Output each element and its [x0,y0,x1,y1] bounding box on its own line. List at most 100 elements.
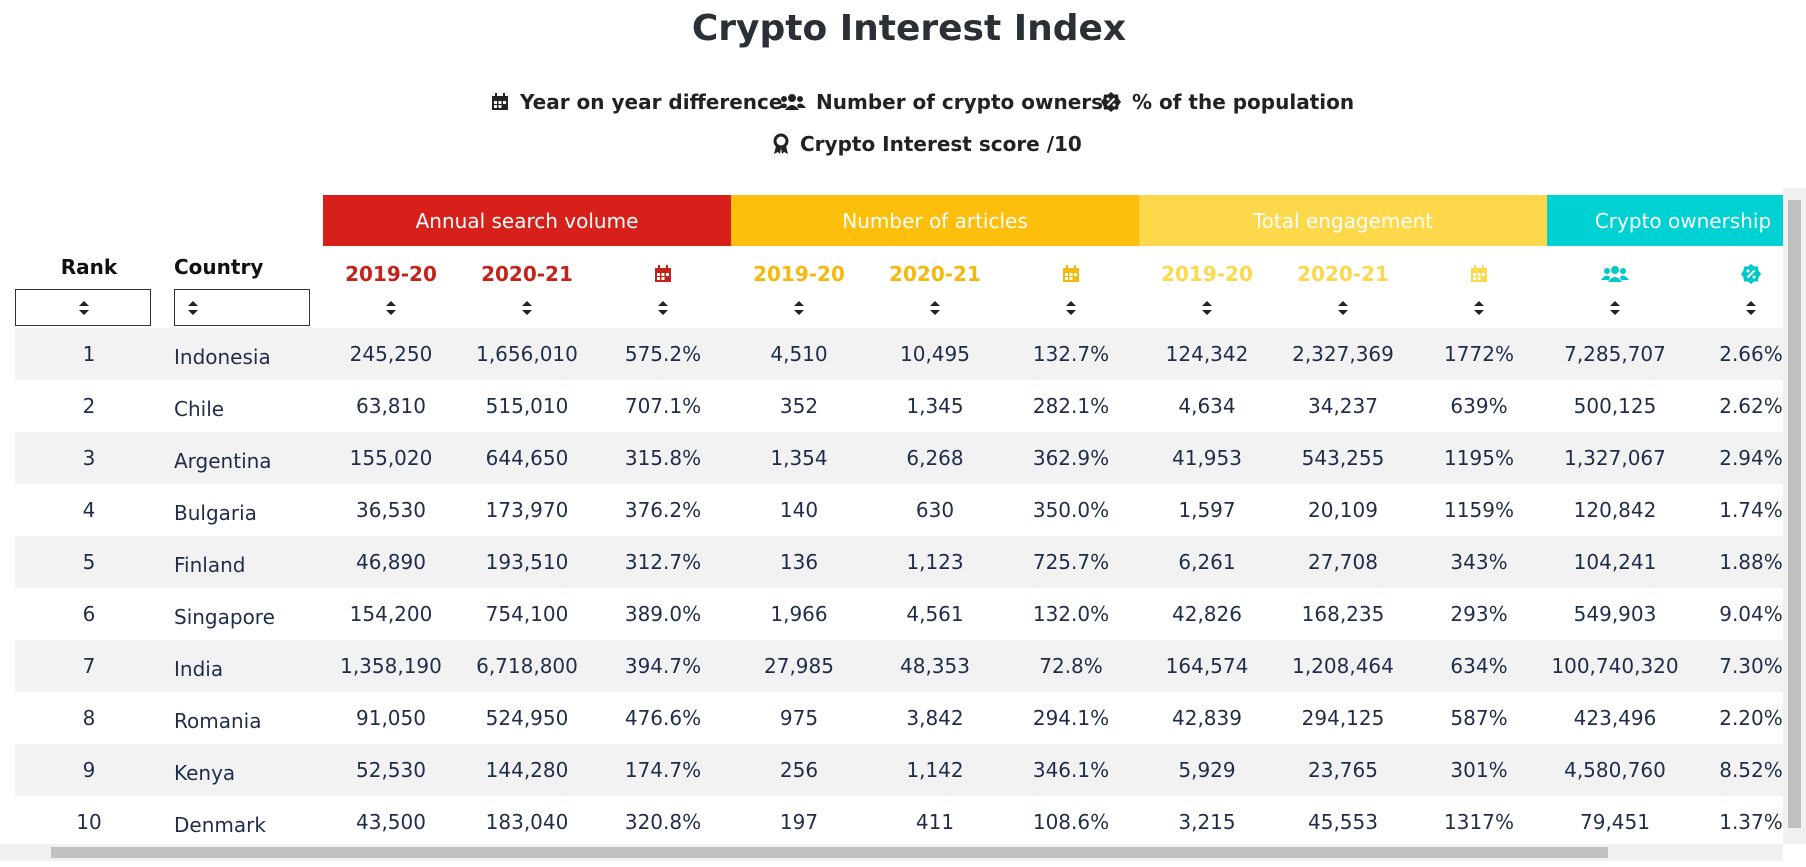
percent-icon [1741,264,1761,284]
value-cell: 634% [1450,654,1508,678]
sub-header-icon [595,259,731,289]
value-cell: 256 [779,758,819,782]
value-cell: 9.04% [1719,602,1783,626]
value-cell: 1,327,067 [1564,446,1666,470]
sub-header: 2020-21 [889,262,981,286]
legend-item: % of the population [1100,90,1354,114]
sort-button[interactable] [459,298,595,318]
value-cell: 293% [1450,602,1508,626]
sort-arrows[interactable] [929,300,941,316]
percent-icon [1101,92,1121,112]
sort-button[interactable] [1139,298,1275,318]
value-cell: 294,125 [1301,706,1385,730]
value-cell: 575.2% [624,342,702,366]
rank-cell: 8 [82,706,96,730]
value-cell: 500,125 [1573,394,1657,418]
row-stripe [15,640,1783,692]
value-cell: 312.7% [624,550,702,574]
table: Rank Country Annual search volume 2019-20 20… [0,188,1783,844]
sort-button[interactable] [731,298,867,318]
sort-button[interactable] [1275,298,1411,318]
value-cell: 42,839 [1172,706,1242,730]
users-icon [1601,266,1629,282]
value-cell: 301% [1450,758,1508,782]
value-cell: 343% [1450,550,1508,574]
value-cell: 27,708 [1308,550,1378,574]
value-cell: 394.7% [624,654,702,678]
sort-arrows[interactable] [1065,300,1077,316]
value-cell: 1772% [1444,342,1514,366]
vertical-scrollbar[interactable] [1783,188,1806,844]
value-cell: 320.8% [624,810,702,834]
sub-header-icon [1547,259,1683,289]
value-cell: 136 [779,550,819,574]
sort-button[interactable] [1411,298,1547,318]
sort-arrows[interactable] [1473,300,1485,316]
value-cell: 72.8% [1039,654,1103,678]
sort-button[interactable] [595,298,731,318]
value-cell: 282.1% [1032,394,1110,418]
sort-arrows[interactable] [78,300,90,316]
value-cell: 2.62% [1719,394,1783,418]
legend-item: Number of crypto owners [778,90,1103,114]
value-cell: 144,280 [485,758,569,782]
value-cell: 1,354 [770,446,828,470]
sort-arrows[interactable] [1337,300,1349,316]
value-cell: 52,530 [356,758,426,782]
row-stripe [15,536,1783,588]
value-cell: 754,100 [485,602,569,626]
value-cell: 524,950 [485,706,569,730]
value-cell: 1,142 [906,758,964,782]
value-cell: 1159% [1444,498,1514,522]
rank-cell: 1 [82,342,96,366]
legend-item: Crypto Interest score /10 [772,132,1082,156]
sort-arrows[interactable] [657,300,669,316]
users-icon [778,94,806,110]
value-cell: 34,237 [1308,394,1378,418]
country-cell: Romania [174,709,262,733]
value-cell: 10,495 [900,342,970,366]
scroll-thumb[interactable] [51,847,1608,858]
filter-input[interactable] [174,289,310,326]
sort-button[interactable] [323,298,459,318]
value-cell: 41,953 [1172,446,1242,470]
value-cell: 43,500 [356,810,426,834]
sort-arrows[interactable] [521,300,533,316]
value-cell: 6,268 [906,446,964,470]
country-cell: Denmark [174,813,266,837]
legend-text: Number of crypto owners [816,90,1104,114]
sort-arrows[interactable] [187,300,199,316]
sort-arrows[interactable] [793,300,805,316]
value-cell: 975 [779,706,819,730]
value-cell: 132.7% [1032,342,1110,366]
value-cell: 1.88% [1719,550,1783,574]
sort-button[interactable] [1003,298,1139,318]
sort-arrows[interactable] [1201,300,1213,316]
sort-arrows[interactable] [1609,300,1621,316]
value-cell: 7,285,707 [1564,342,1666,366]
value-cell: 350.0% [1032,498,1110,522]
value-cell: 1.37% [1719,810,1783,834]
value-cell: 36,530 [356,498,426,522]
rank-cell: 6 [82,602,96,626]
value-cell: 46,890 [356,550,426,574]
value-cell: 543,255 [1301,446,1385,470]
row-stripe [15,744,1783,796]
value-cell: 48,353 [900,654,970,678]
value-cell: 155,020 [349,446,433,470]
filter-input[interactable] [15,289,151,326]
sort-button[interactable] [1547,298,1683,318]
legend-text: % of the population [1132,90,1355,114]
value-cell: 1,656,010 [476,342,578,366]
sort-button[interactable] [867,298,1003,318]
value-cell: 423,496 [1573,706,1657,730]
sort-arrows[interactable] [385,300,397,316]
sort-button[interactable] [1683,298,1783,318]
scroll-thumb[interactable] [1788,200,1801,828]
value-cell: 168,235 [1301,602,1385,626]
rank-cell: 10 [76,810,102,834]
value-cell: 27,985 [764,654,834,678]
horizontal-scrollbar[interactable] [0,844,1783,861]
value-cell: 2,327,369 [1292,342,1394,366]
sort-arrows[interactable] [1745,300,1757,316]
